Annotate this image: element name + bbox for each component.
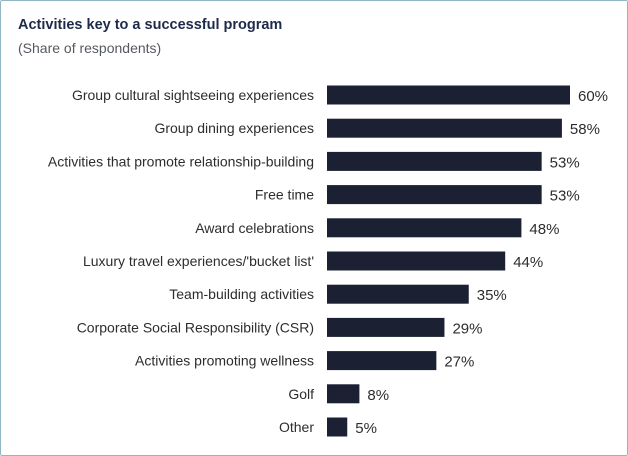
bar-row: Corporate Social Responsibility (CSR) 29%: [77, 317, 482, 337]
bar: [327, 417, 348, 437]
bar-row: Group cultural sightseeing experiences 60…: [72, 85, 608, 105]
chart-title: Activities key to a successful program: [18, 17, 283, 33]
bar-row: Team-building activities 35%: [169, 284, 507, 304]
category-label: Luxury travel experiences/'bucket list': [83, 253, 314, 269]
bar: [327, 151, 542, 171]
bar: [327, 185, 542, 205]
value-label: 29%: [452, 320, 482, 337]
value-label: 48%: [529, 221, 559, 238]
category-label: Award celebrations: [195, 220, 314, 236]
category-label: Activities promoting wellness: [135, 353, 314, 369]
bar-row: Activities promoting wellness 27%: [135, 351, 474, 371]
bar: [327, 118, 562, 138]
value-label: 8%: [367, 387, 389, 404]
bar-row: Award celebrations 48%: [195, 218, 559, 238]
bar: [327, 351, 437, 371]
bar-row: Golf 8%: [288, 384, 389, 404]
bar-row: Other 5%: [279, 417, 377, 437]
bar: [327, 85, 570, 105]
value-label: 58%: [570, 121, 600, 138]
bar-row: Group dining experiences 58%: [154, 118, 600, 138]
bars-layer: Group cultural sightseeing experiences 60…: [48, 85, 608, 437]
category-label: Group dining experiences: [154, 120, 314, 136]
bar: [327, 384, 360, 404]
bar-row: Luxury travel experiences/'bucket list' 4…: [83, 251, 543, 271]
category-label: Other: [279, 419, 314, 435]
category-label: Team-building activities: [169, 286, 314, 302]
bar-row: Activities that promote relationship-bui…: [48, 151, 580, 171]
value-label: 5%: [355, 420, 377, 437]
category-label: Activities that promote relationship-bui…: [48, 153, 314, 169]
bar-row: Free time 53%: [255, 185, 580, 205]
value-label: 44%: [513, 254, 543, 271]
category-label: Free time: [255, 187, 314, 203]
category-label: Golf: [288, 386, 314, 402]
bar: [327, 251, 506, 271]
value-label: 35%: [477, 287, 507, 304]
value-label: 60%: [578, 88, 608, 105]
bar: [327, 218, 522, 238]
value-label: 53%: [550, 154, 580, 171]
value-label: 53%: [550, 188, 580, 205]
bar: [327, 317, 445, 337]
category-label: Corporate Social Responsibility (CSR): [77, 319, 314, 335]
category-label: Group cultural sightseeing experiences: [72, 87, 314, 103]
value-label: 27%: [444, 354, 474, 371]
chart-subtitle: (Share of respondents): [18, 40, 162, 56]
bar: [327, 284, 469, 304]
